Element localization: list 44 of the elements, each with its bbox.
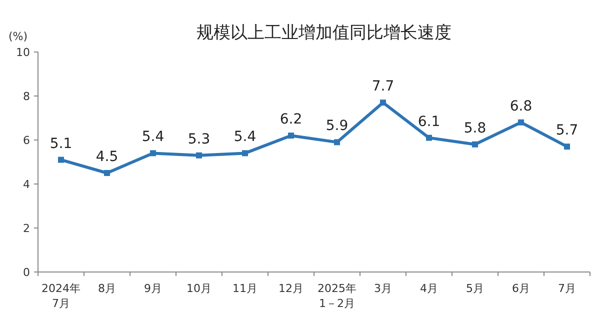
data-label: 5.9 <box>326 118 348 134</box>
data-label: 4.5 <box>96 149 118 165</box>
y-tick-label: 2 <box>23 222 30 235</box>
point <box>472 141 478 148</box>
point <box>518 119 524 126</box>
x-tick-label: 2025年 1－2月 <box>318 282 356 310</box>
x-tick-label: 10月 <box>186 282 212 295</box>
x-tick-label: 9月 <box>144 282 162 295</box>
x-tick-label: 6月 <box>512 282 530 295</box>
data-label: 5.4 <box>234 129 256 146</box>
data-label: 5.1 <box>50 136 72 152</box>
data-label: 6.1 <box>418 114 440 130</box>
x-tick-label: 12月 <box>278 282 304 295</box>
y-axis-title: (%) <box>8 30 28 43</box>
y-tick-label: 8 <box>23 90 30 103</box>
x-tick-label: 11月 <box>232 282 258 295</box>
point <box>196 152 202 158</box>
data-label: 5.7 <box>556 122 578 139</box>
y-tick-label: 6 <box>23 134 30 147</box>
point <box>58 156 64 163</box>
chart-title: 规模以上工业增加值同比增长速度 <box>196 23 452 43</box>
data-label: 6.8 <box>510 98 532 114</box>
x-tick-label: 4月 <box>420 282 438 295</box>
point <box>150 150 156 156</box>
point <box>242 150 248 156</box>
point <box>426 134 432 141</box>
data-label: 7.7 <box>372 78 394 95</box>
point <box>564 144 570 150</box>
y-tick-label: 4 <box>23 178 30 191</box>
x-tick-label: 7月 <box>558 282 576 295</box>
x-tick-label: 5月 <box>466 282 484 295</box>
y-tick-label: 10 <box>16 46 30 59</box>
data-label: 5.4 <box>142 129 164 146</box>
point <box>334 139 340 146</box>
point <box>380 100 386 106</box>
point <box>104 170 110 176</box>
y-tick-label: 0 <box>23 266 30 279</box>
x-tick-label: 8月 <box>98 282 116 295</box>
point <box>288 132 294 139</box>
data-label: 6.2 <box>280 112 302 128</box>
data-label: 5.8 <box>464 120 486 136</box>
x-tick-label: 2024年 7月 <box>42 282 80 310</box>
x-tick-label: 3月 <box>374 282 392 295</box>
data-label: 5.3 <box>188 131 210 148</box>
